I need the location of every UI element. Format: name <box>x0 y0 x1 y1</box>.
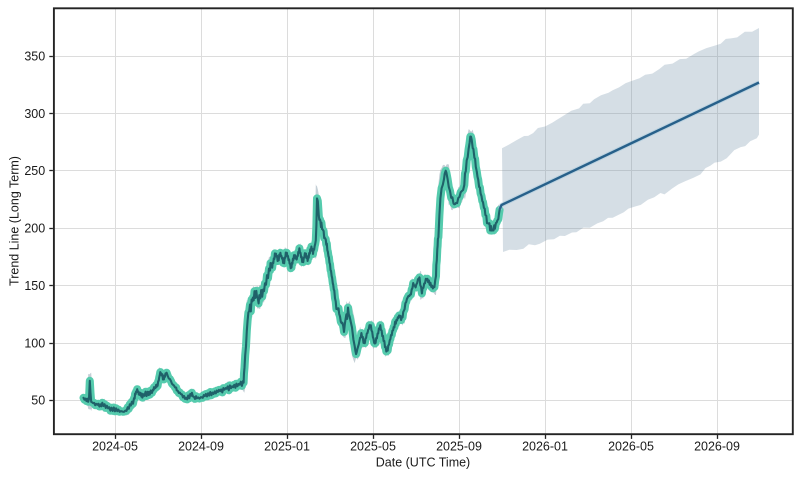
svg-text:50: 50 <box>31 394 45 408</box>
svg-text:Trend Line (Long Term): Trend Line (Long Term) <box>8 156 22 286</box>
svg-text:2026-09: 2026-09 <box>694 440 740 454</box>
svg-text:2026-01: 2026-01 <box>522 440 568 454</box>
svg-text:300: 300 <box>24 107 45 121</box>
svg-text:2025-09: 2025-09 <box>436 440 482 454</box>
svg-text:100: 100 <box>24 336 45 350</box>
svg-text:350: 350 <box>24 50 45 64</box>
svg-text:200: 200 <box>24 222 45 236</box>
svg-text:2026-05: 2026-05 <box>608 440 654 454</box>
svg-text:Date (UTC Time): Date (UTC Time) <box>376 456 470 470</box>
svg-text:2024-05: 2024-05 <box>92 440 138 454</box>
svg-text:150: 150 <box>24 279 45 293</box>
svg-text:2025-01: 2025-01 <box>264 440 310 454</box>
svg-text:2025-05: 2025-05 <box>350 440 396 454</box>
svg-text:2024-09: 2024-09 <box>178 440 224 454</box>
svg-text:250: 250 <box>24 164 45 178</box>
